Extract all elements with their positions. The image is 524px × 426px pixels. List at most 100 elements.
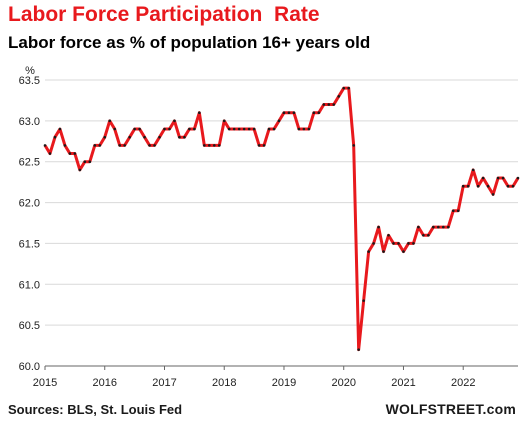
data-point [392, 242, 395, 245]
data-point [506, 184, 510, 188]
data-point [148, 144, 151, 147]
data-point [113, 127, 116, 131]
data-point [402, 250, 405, 253]
x-tick-label: 2021 [391, 377, 415, 389]
x-axis: 2015 2016 2017 2018 2019 2020 2021 2022 [33, 365, 518, 389]
data-point [222, 119, 226, 123]
data-point [212, 144, 216, 147]
data-point [78, 168, 82, 172]
data-point [272, 127, 276, 131]
data-point [203, 144, 206, 147]
gridlines [45, 79, 518, 367]
data-point [427, 233, 430, 237]
data-point [198, 111, 201, 114]
data-point [53, 135, 57, 139]
data-point [481, 176, 485, 180]
data-point [417, 225, 420, 229]
data-point [332, 103, 336, 106]
data-point [397, 242, 400, 245]
data-point [83, 160, 87, 164]
data-point [282, 111, 286, 114]
data-point [232, 127, 236, 131]
data-point [257, 144, 261, 147]
y-axis: 60.0 60.5 61.0 61.5 62.0 62.5 63.0 63.5% [19, 65, 40, 373]
data-point [128, 135, 131, 139]
y-tick-label: 60.5 [19, 320, 40, 332]
data-point [501, 176, 505, 180]
data-point [63, 144, 67, 147]
data-point [138, 127, 141, 131]
source-note: Sources: BLS, St. Louis Fed [8, 402, 183, 417]
data-point [188, 127, 191, 131]
data-point [476, 184, 480, 188]
chart-subtitle: Labor force as % of population 16+ years… [8, 33, 371, 52]
data-point [68, 152, 72, 155]
data-point [277, 119, 281, 123]
data-point [163, 127, 166, 131]
y-tick-label: 63.0 [19, 116, 40, 128]
data-point [208, 144, 211, 147]
data-point [292, 111, 296, 114]
data-point [317, 111, 321, 114]
data-point [193, 127, 196, 131]
data-point [43, 144, 47, 147]
data-point [456, 209, 460, 213]
data-point [442, 225, 445, 229]
data-point [242, 127, 246, 131]
data-point [103, 135, 107, 139]
y-tick-label: 61.5 [19, 238, 40, 250]
x-tick-label: 2019 [272, 377, 296, 389]
data-point [407, 242, 410, 245]
data-point [178, 135, 181, 139]
data-point [372, 242, 375, 245]
data-point [471, 168, 475, 172]
data-point [362, 299, 365, 302]
data-point [437, 225, 440, 229]
data-point [158, 135, 161, 139]
data-point [312, 111, 316, 114]
data-point [247, 127, 251, 131]
y-tick-label: 62.0 [19, 198, 40, 210]
data-point [446, 225, 450, 229]
data-point [511, 184, 515, 188]
data-point [73, 152, 77, 155]
data-point [227, 127, 231, 131]
x-tick-label: 2020 [331, 377, 355, 389]
data-point [287, 111, 291, 114]
data-point [302, 127, 306, 131]
y-tick-label: 62.5 [19, 157, 40, 169]
data-point [466, 184, 470, 188]
data-point [58, 127, 62, 131]
x-tick-label: 2017 [152, 377, 176, 389]
data-point [118, 144, 121, 147]
data-point [357, 348, 360, 351]
series-line [43, 86, 520, 352]
data-point [327, 103, 331, 106]
x-tick-label: 2015 [33, 377, 57, 389]
data-point [387, 233, 390, 237]
x-tick-label: 2022 [451, 377, 475, 389]
y-tick-label: 61.0 [19, 279, 40, 291]
data-point [262, 144, 266, 147]
y-tick-label: 60.0 [19, 361, 40, 373]
data-point [98, 144, 102, 147]
data-point [342, 86, 346, 90]
brand-watermark: WOLFSTREET.com [385, 401, 516, 417]
data-point [267, 127, 271, 131]
data-point [123, 144, 126, 147]
data-point [486, 184, 490, 188]
data-point [347, 86, 351, 90]
data-point [297, 127, 301, 131]
data-point [183, 135, 186, 139]
data-point [173, 119, 176, 123]
x-tick-label: 2018 [212, 377, 236, 389]
data-point [307, 127, 311, 131]
data-point [352, 144, 355, 147]
plot-area [43, 86, 520, 352]
chart-title: Labor Force Participation Rate [8, 3, 320, 26]
data-point [237, 127, 241, 131]
data-point [451, 209, 455, 213]
data-point [48, 152, 52, 155]
data-point [93, 144, 97, 147]
